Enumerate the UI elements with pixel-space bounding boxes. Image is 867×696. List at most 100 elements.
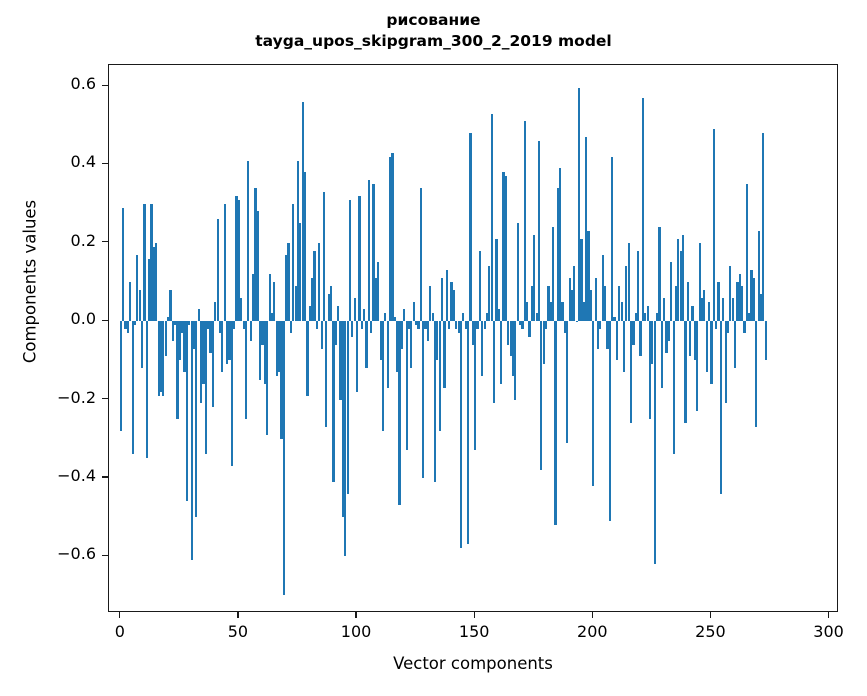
bar bbox=[334, 321, 337, 345]
bar bbox=[752, 278, 756, 322]
bar bbox=[306, 321, 309, 396]
bar bbox=[526, 301, 529, 322]
bar bbox=[195, 321, 198, 518]
bar bbox=[244, 321, 248, 420]
bar bbox=[622, 321, 626, 373]
bar bbox=[136, 254, 139, 322]
bar bbox=[731, 297, 734, 322]
bar bbox=[294, 285, 297, 322]
bar bbox=[620, 301, 623, 322]
bar bbox=[606, 321, 609, 349]
bar bbox=[280, 321, 283, 439]
y-tick-label: −0.2 bbox=[57, 387, 96, 407]
bar bbox=[200, 321, 203, 404]
bar bbox=[554, 321, 557, 525]
bar bbox=[143, 203, 146, 322]
bar bbox=[320, 321, 323, 349]
bar bbox=[204, 321, 207, 455]
bar bbox=[299, 223, 302, 322]
bar bbox=[497, 309, 500, 322]
bar bbox=[445, 270, 448, 322]
bar bbox=[488, 266, 491, 322]
bar bbox=[592, 321, 595, 486]
bar bbox=[504, 176, 507, 322]
bar bbox=[247, 160, 250, 322]
bar bbox=[183, 321, 186, 373]
bar bbox=[651, 321, 654, 365]
bar bbox=[511, 321, 515, 376]
bar bbox=[289, 321, 292, 333]
y-tick-mark bbox=[102, 554, 108, 556]
bar bbox=[483, 321, 486, 329]
bar bbox=[639, 321, 642, 357]
bar bbox=[221, 321, 224, 373]
bar bbox=[563, 321, 567, 333]
x-tick-mark bbox=[237, 612, 239, 618]
bar bbox=[641, 97, 644, 322]
bar bbox=[216, 219, 219, 322]
bar bbox=[634, 313, 637, 322]
bar bbox=[363, 309, 366, 322]
bar bbox=[514, 321, 517, 400]
bar bbox=[429, 285, 432, 322]
bar bbox=[150, 203, 153, 322]
bar bbox=[535, 313, 538, 322]
bar bbox=[237, 199, 241, 322]
bar bbox=[599, 321, 602, 329]
bar bbox=[457, 321, 460, 333]
bar bbox=[396, 321, 399, 373]
bar bbox=[561, 301, 564, 322]
chart-title-line-1: рисование bbox=[386, 11, 481, 29]
bar bbox=[738, 274, 741, 322]
bar bbox=[422, 321, 425, 478]
bar bbox=[578, 88, 581, 322]
bar bbox=[575, 321, 578, 323]
y-tick-label: 0.6 bbox=[70, 74, 96, 94]
bar bbox=[710, 321, 713, 384]
bar bbox=[240, 297, 243, 322]
bar bbox=[686, 282, 689, 322]
bar bbox=[129, 282, 132, 322]
bar bbox=[140, 321, 144, 369]
bar bbox=[448, 321, 451, 329]
bar bbox=[181, 321, 184, 333]
x-tick-label: 200 bbox=[577, 622, 608, 641]
bar bbox=[218, 321, 222, 333]
y-axis-label: Components values bbox=[20, 199, 40, 364]
bar bbox=[329, 285, 333, 322]
bar bbox=[273, 282, 276, 322]
bar bbox=[171, 321, 174, 341]
bar bbox=[355, 321, 359, 392]
y-tick-mark bbox=[102, 397, 108, 400]
bar bbox=[762, 133, 765, 322]
bar bbox=[443, 321, 446, 388]
bar bbox=[660, 321, 663, 388]
bar bbox=[537, 140, 541, 322]
bar bbox=[133, 321, 137, 326]
bar bbox=[367, 180, 370, 322]
bar bbox=[344, 321, 347, 557]
chart-title-line-2: tayga_upos_skipgram_300_2_2019 model bbox=[255, 32, 612, 50]
bar bbox=[573, 266, 576, 322]
bar bbox=[339, 321, 342, 400]
bar bbox=[655, 313, 659, 322]
bar bbox=[587, 231, 590, 322]
bar bbox=[632, 321, 635, 345]
bar bbox=[492, 321, 496, 404]
bar bbox=[693, 321, 696, 361]
bar bbox=[533, 235, 536, 322]
bar bbox=[476, 321, 479, 329]
bar bbox=[469, 133, 472, 322]
y-tick-mark bbox=[102, 162, 108, 165]
bar bbox=[419, 187, 422, 322]
x-tick-label: 300 bbox=[813, 622, 844, 641]
y-tick-label: −0.4 bbox=[57, 465, 96, 485]
bar bbox=[663, 297, 666, 322]
bar bbox=[379, 321, 382, 361]
bar bbox=[159, 321, 163, 392]
chart-title: рисование tayga_upos_skipgram_300_2_2019… bbox=[0, 10, 867, 52]
bar bbox=[589, 289, 593, 322]
bar bbox=[528, 321, 531, 337]
bar bbox=[426, 321, 430, 341]
bar bbox=[410, 321, 413, 369]
